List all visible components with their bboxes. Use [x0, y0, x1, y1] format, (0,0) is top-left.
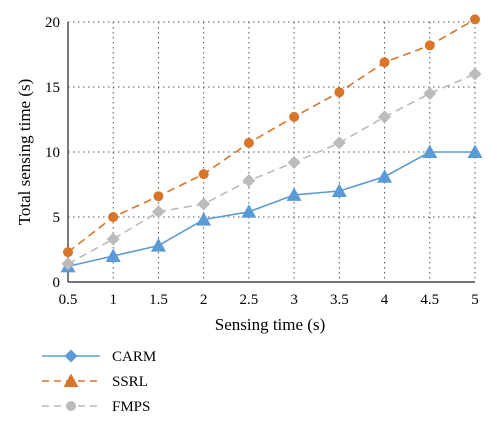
legend-swatch-marker [66, 401, 76, 411]
data-point [378, 110, 392, 124]
y-tick-label: 0 [53, 275, 61, 291]
grid [68, 21, 476, 282]
data-point [241, 204, 257, 218]
data-point [423, 87, 437, 100]
data-point [150, 238, 166, 252]
data-point [286, 187, 302, 201]
y-tick-label: 10 [45, 145, 60, 161]
axis-labels: Sensing time (s) Total sensing time (s) [15, 79, 325, 334]
data-point [197, 197, 211, 211]
data-point [243, 137, 254, 148]
data-point [470, 14, 480, 25]
x-tick-label: 1.5 [149, 292, 168, 308]
axes: 0.5 1 1.5 2 2.5 3 3.5 4 4.5 5 0 5 10 15 20 [45, 15, 479, 308]
data-point [422, 144, 438, 158]
data-point [153, 191, 164, 202]
data-point [242, 174, 256, 188]
series-line [67, 151, 475, 268]
data-point [61, 257, 75, 271]
y-axis-label: Total sensing time (s) [15, 79, 34, 226]
data-point [331, 183, 347, 197]
series-line [67, 73, 476, 265]
data-point [334, 87, 345, 98]
x-tick-label: 1 [109, 292, 117, 308]
x-tick-label: 5 [471, 292, 479, 308]
data-point [377, 169, 393, 183]
y-tick-label: 15 [45, 80, 60, 96]
series-carm [60, 144, 483, 273]
legend-item-ssrl: SSRL [42, 373, 148, 390]
x-tick-label: 2.5 [240, 292, 259, 308]
data-point [289, 111, 300, 122]
data-point [108, 212, 119, 222]
legend-label: FMPS [112, 399, 150, 415]
data-point [198, 169, 209, 180]
legend-item-fmps: FMPS [42, 399, 150, 415]
legend-swatch-marker [63, 373, 79, 387]
data-point [287, 155, 301, 169]
x-tick-label: 4 [381, 292, 389, 308]
data-point [332, 136, 346, 150]
data-point [105, 248, 121, 262]
x-axis-label: Sensing time (s) [215, 315, 326, 334]
y-tick-label: 20 [45, 15, 60, 31]
data-point [468, 67, 482, 81]
legend-item-carm: CARM [42, 349, 156, 365]
legend-swatch-marker [64, 349, 78, 363]
x-tick-label: 0.5 [59, 292, 78, 308]
series [60, 14, 483, 273]
series-line [67, 18, 476, 253]
data-point [106, 232, 120, 246]
data-point [196, 212, 212, 226]
series-fmps [61, 67, 482, 271]
series-ssrl [63, 14, 480, 258]
data-point [379, 57, 390, 68]
x-tick-label: 4.5 [420, 292, 439, 308]
legend: CARM SSRL FMPS [42, 349, 156, 415]
x-tick-label: 3.5 [330, 292, 349, 308]
x-tick-label: 3 [290, 292, 298, 308]
data-point [63, 247, 73, 258]
legend-label: SSRL [112, 374, 148, 390]
y-tick-label: 5 [53, 210, 61, 226]
legend-label: CARM [112, 349, 156, 365]
data-point [151, 205, 165, 219]
data-point [424, 40, 435, 51]
data-point [467, 144, 483, 158]
x-tick-label: 2 [200, 292, 208, 308]
